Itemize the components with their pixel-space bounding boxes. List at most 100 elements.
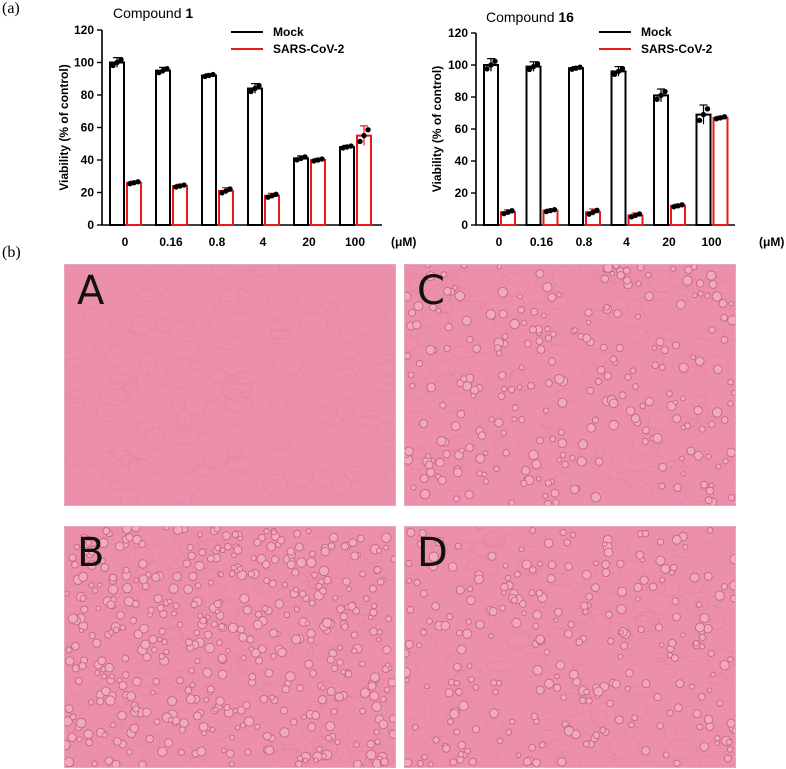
cell [454, 290, 466, 302]
cell-texture [552, 744, 584, 759]
cell [133, 577, 139, 584]
chart-title-text: Compound [113, 5, 185, 21]
cell [294, 542, 304, 552]
cell [548, 357, 556, 366]
cell [242, 605, 253, 615]
cell [569, 531, 577, 539]
cell-texture [151, 678, 182, 695]
cell [242, 701, 251, 710]
cell [673, 759, 681, 767]
cell [453, 679, 461, 687]
cell [543, 407, 550, 414]
cell [593, 560, 599, 567]
cell [617, 653, 624, 660]
cell [405, 291, 412, 302]
cell-texture [515, 527, 547, 548]
cell [639, 402, 646, 410]
cell [95, 605, 102, 612]
cell [229, 734, 236, 741]
cell [468, 676, 475, 683]
cell-texture [83, 307, 99, 324]
cell-texture [65, 329, 79, 354]
cell [544, 678, 554, 689]
micrograph-d: D [404, 526, 736, 768]
chart-title-number: 16 [558, 9, 574, 25]
cell [716, 699, 724, 707]
cell [216, 639, 223, 646]
cell-texture [405, 662, 419, 678]
cell [644, 396, 654, 407]
cell [167, 598, 173, 605]
cell-texture [624, 726, 645, 743]
cell [590, 491, 602, 503]
cell-texture [65, 398, 87, 409]
cell [347, 601, 357, 611]
cell [428, 561, 438, 572]
cell [557, 397, 568, 408]
cell [418, 529, 427, 538]
cell [447, 718, 454, 725]
cell [68, 553, 77, 562]
cell [481, 471, 487, 478]
cell [199, 616, 207, 625]
cell-texture [127, 458, 152, 477]
cell [406, 577, 413, 584]
data-point [156, 69, 162, 76]
cell [727, 379, 734, 386]
cell-texture [499, 272, 529, 298]
cell [161, 638, 168, 646]
cell [440, 620, 451, 631]
cell [501, 385, 508, 393]
cell [440, 271, 447, 278]
cell-texture [616, 327, 650, 345]
cell [322, 617, 333, 628]
cell [572, 327, 578, 333]
cell-texture [185, 757, 209, 767]
cell [197, 531, 203, 538]
cell [500, 582, 509, 592]
cell [108, 673, 115, 680]
cell [708, 326, 716, 334]
cell [171, 610, 177, 617]
cell-texture [130, 324, 153, 337]
y-tick-label: 120 [74, 23, 94, 37]
cell-texture [546, 739, 574, 753]
cell [592, 731, 601, 740]
cell-texture [65, 358, 87, 369]
cell [726, 718, 735, 728]
cell-texture [270, 328, 290, 341]
cell [509, 318, 520, 330]
cell [344, 670, 353, 678]
cell [488, 633, 495, 639]
cell [187, 551, 196, 560]
bar-infected [356, 134, 372, 226]
cell [602, 541, 608, 547]
cell [259, 694, 269, 704]
cell [252, 619, 263, 630]
cell [600, 274, 609, 284]
cell [142, 707, 152, 718]
cell [693, 405, 703, 416]
cell [305, 528, 312, 535]
cell-texture [277, 270, 302, 287]
data-point [594, 207, 600, 213]
cell [253, 538, 262, 547]
cell [682, 275, 693, 286]
cell [432, 736, 440, 744]
data-point [248, 88, 254, 95]
data-point [654, 96, 660, 102]
cell [464, 747, 471, 755]
cell [443, 344, 451, 353]
cell-texture [472, 610, 497, 628]
cell [470, 385, 480, 395]
cell-texture [580, 443, 596, 462]
cell [718, 299, 728, 308]
cell [116, 677, 123, 684]
cell [90, 545, 97, 552]
cell [270, 555, 280, 564]
cell [720, 335, 729, 344]
cell-texture [205, 399, 224, 412]
cell [198, 722, 209, 732]
cell-texture [134, 543, 165, 562]
cell [442, 449, 451, 459]
